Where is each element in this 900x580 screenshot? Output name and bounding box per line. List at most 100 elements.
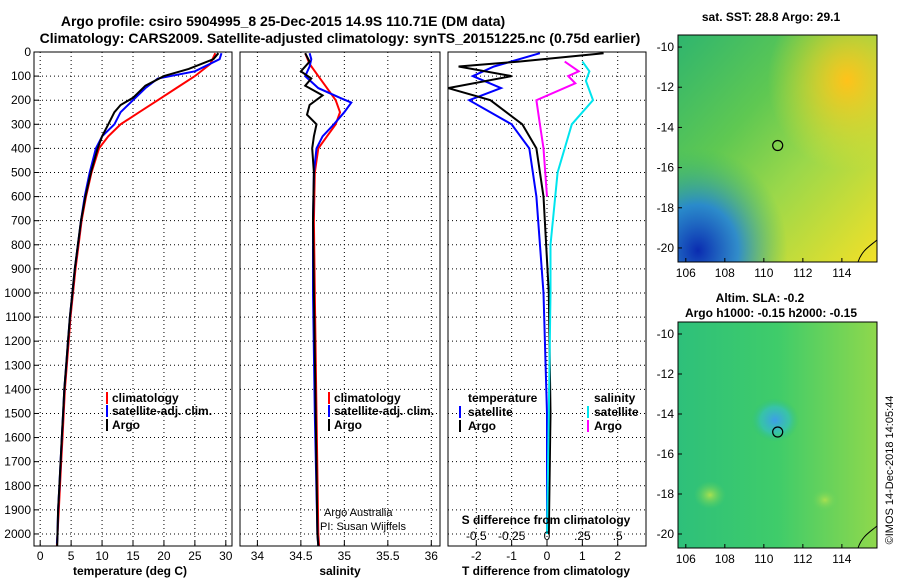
map-y-tick-label: -12	[657, 80, 675, 94]
map-y-tick-label: -18	[657, 487, 675, 501]
map-x-tick-label: 114	[832, 552, 851, 566]
series-climatology	[304, 52, 342, 547]
y-tick-label: 800	[11, 238, 31, 252]
legend-label-climatology: climatology	[334, 391, 401, 405]
series-salinity-argo	[535, 60, 581, 197]
y-tick-label: 1600	[4, 431, 31, 445]
y-tick-label: 500	[11, 165, 31, 179]
salinity-legend: climatology satellite-adj. clim. Argo	[328, 391, 434, 432]
x-tick-label: 2	[614, 549, 621, 563]
legend-label-satellite: satellite-adj. clim.	[112, 404, 212, 418]
sst-map	[677, 34, 878, 263]
salinity-panel: 34 34.5 35 35.5 36	[239, 51, 441, 563]
x-tick-label: 1	[579, 549, 586, 563]
map-x-tick-label: 112	[793, 552, 812, 566]
argo-australia-note: Argo Australia	[324, 507, 393, 519]
y-tick-label: 1400	[4, 382, 31, 396]
map-x-tick-label: 112	[793, 266, 812, 280]
difference-legend: temperature salinity satellite Argo sate…	[459, 391, 639, 433]
series-temperature-satellite	[466, 52, 548, 534]
legend-label-s-argo: Argo	[594, 419, 622, 433]
legend-header-temperature: temperature	[468, 391, 538, 405]
s-diff-tick-label: -0.25	[498, 529, 526, 543]
y-tick-label: 100	[11, 69, 31, 83]
x-tick-label: 35	[338, 549, 352, 563]
y-tick-label: 2000	[4, 527, 31, 541]
x-tick-label: 35.5	[376, 549, 400, 563]
title-line-1: Argo profile: csiro 5904995_8 25-Dec-201…	[61, 13, 505, 29]
x-tick-label: 20	[157, 549, 171, 563]
map-y-tick-label: -12	[657, 367, 675, 381]
sla-high-patch	[694, 481, 726, 509]
sla-map	[677, 321, 878, 549]
map-y-tick-label: -16	[657, 447, 675, 461]
y-tick-label: 400	[11, 141, 31, 155]
sst-map-title: sat. SST: 28.8 Argo: 29.1	[702, 10, 841, 24]
x-tick-label: 5	[68, 549, 75, 563]
legend-label-t-argo: Argo	[468, 419, 496, 433]
map-y-tick-label: -20	[657, 527, 675, 541]
legend-label-s-satellite: satellite	[594, 405, 639, 419]
argo-location-marker	[772, 426, 784, 438]
y-tick-label: 200	[11, 93, 31, 107]
x-tick-label: 0	[544, 549, 551, 563]
s-diff-tick-label: -0.5	[466, 529, 487, 543]
map-x-tick-label: 114	[832, 266, 851, 280]
series-argo	[299, 52, 325, 547]
x-tick-label: -1	[506, 549, 517, 563]
sla-map-axes: 106 108 110 112 114 -10 -12 -14 -16 -18 -20	[657, 327, 852, 566]
map-y-tick-label: -20	[657, 241, 675, 255]
imos-credit: ©IMOS 14-Dec-2018 14:05:44	[884, 396, 896, 545]
sdiff-xlabel: S difference from climatology	[462, 513, 631, 527]
legend-label-satellite: satellite-adj. clim.	[334, 404, 434, 418]
x-tick-label: 10	[95, 549, 109, 563]
panel-frame	[33, 51, 233, 547]
s-diff-tick-label: .5	[613, 529, 623, 543]
map-y-tick-label: -14	[657, 407, 675, 421]
x-tick-label: 34.5	[289, 549, 313, 563]
map-x-tick-label: 108	[715, 266, 735, 280]
series-climatology	[55, 52, 217, 547]
legend-label-t-satellite: satellite	[468, 405, 513, 419]
x-tick-label: 36	[425, 549, 439, 563]
y-tick-label: 600	[11, 190, 31, 204]
map-y-tick-label: -14	[657, 120, 675, 134]
legend-header-salinity: salinity	[594, 391, 636, 405]
sst-map-frame	[677, 34, 878, 263]
y-tick-label: 0	[24, 45, 31, 59]
series-temperature-argo	[447, 52, 604, 535]
sla-high-patch	[811, 488, 839, 512]
salinity-xlabel: salinity	[319, 564, 361, 578]
x-tick-label: 34	[251, 549, 265, 563]
y-tick-label: 1000	[4, 286, 31, 300]
legend-label-argo: Argo	[334, 418, 362, 432]
temperature-legend: climatology satellite-adj. clim. Argo	[106, 391, 212, 432]
map-x-tick-label: 110	[754, 266, 773, 280]
x-tick-label: 15	[126, 549, 140, 563]
pi-note: PI: Susan Wijffels	[320, 521, 406, 533]
x-tick-label: -2	[471, 549, 482, 563]
sla-title-line-2: Argo h1000: -0.15 h2000: -0.15	[685, 306, 857, 320]
argo-location-marker	[772, 139, 784, 152]
y-tick-label: 900	[11, 262, 31, 276]
series-argo	[56, 52, 220, 547]
x-tick-label: 30	[219, 549, 233, 563]
map-x-tick-label: 106	[676, 552, 696, 566]
map-x-tick-label: 110	[754, 552, 773, 566]
series-satellite-adj-clim-	[55, 52, 223, 544]
map-y-tick-label: -18	[657, 201, 675, 215]
temperature-xlabel: temperature (deg C)	[73, 564, 187, 578]
sst-coastline	[857, 239, 878, 263]
y-tick-label: 1700	[4, 455, 31, 469]
sla-coastline	[857, 525, 878, 549]
sst-map-axes: 106 108 110 112 114 -10 -12 -14 -16 -18 -20	[657, 40, 852, 280]
difference-panel: -2 -1 0 1 2 -0.5 -0.25 0 .25 .5	[447, 51, 647, 563]
sla-low-patch	[751, 398, 799, 442]
legend-label-climatology: climatology	[112, 391, 179, 405]
y-tick-label: 1200	[4, 334, 31, 348]
s-diff-tick-label: .25	[574, 529, 591, 543]
map-x-tick-label: 108	[715, 552, 735, 566]
map-y-tick-label: -10	[657, 40, 675, 54]
s-diff-tick-label: 0	[544, 529, 551, 543]
sla-map-frame	[677, 321, 878, 549]
